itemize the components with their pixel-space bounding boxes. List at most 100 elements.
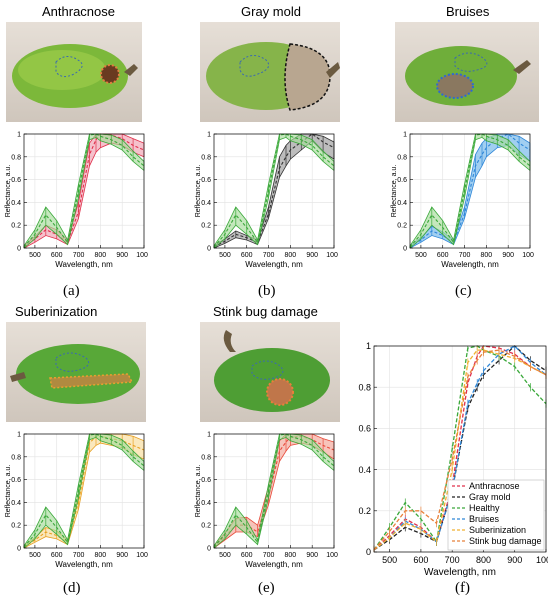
band-lower-line (213, 436, 335, 549)
y-tick-label: 0.2 (11, 523, 21, 530)
x-axis-label: Wavelength, nm (55, 260, 113, 269)
panel-title: Bruises (446, 4, 490, 19)
y-axis-label: Reflectance, a.u. (5, 165, 12, 218)
panel-label: (e) (258, 580, 275, 596)
y-tick-label: 0.6 (11, 177, 21, 184)
y-tick-label: 0.8 (397, 154, 407, 161)
x-tick-label: 600 (51, 552, 63, 559)
x-tick-label: 600 (413, 555, 428, 565)
x-tick-label: 700 (73, 552, 85, 559)
series-band-disease (24, 434, 144, 548)
y-tick-label: 0.4 (201, 500, 211, 507)
x-tick-label: 900 (306, 252, 318, 259)
y-tick-label: 0.8 (11, 154, 21, 161)
y-tick-label: 0.4 (397, 200, 407, 207)
fruit-photo-graphic (214, 330, 330, 412)
x-tick-label: 500 (29, 252, 41, 259)
fruit-photo (395, 22, 539, 122)
fruit-photo-graphic (12, 44, 138, 108)
x-axis-label: Wavelength, nm (245, 260, 303, 269)
y-tick-label: 0 (17, 545, 21, 552)
spectrum-chart-bruises: 0 0.2 0.4 0.6 0.8 1 500 600 700 800 900 1000 Wavelen… (391, 131, 534, 269)
y-tick-label: 0 (17, 245, 21, 252)
y-tick-label: 0.8 (201, 154, 211, 161)
x-tick-label: 900 (502, 252, 514, 259)
y-tick-label: 1 (207, 131, 211, 138)
y-tick-label: 0.6 (201, 177, 211, 184)
spectrum-chart-gray-mold: 0 0.2 0.4 0.6 0.8 1 500 600 700 800 900 1000 Wavelen… (195, 131, 338, 269)
x-tick-label: 700 (445, 555, 460, 565)
x-tick-label: 900 (116, 252, 128, 259)
y-tick-label: 0 (207, 545, 211, 552)
x-tick-label: 800 (95, 252, 107, 259)
y-tick-label: 0.4 (358, 465, 371, 475)
y-axis-label: Reflectance, a.u. (5, 465, 12, 518)
y-tick-label: 0 (366, 547, 371, 557)
x-tick-label: 700 (459, 252, 471, 259)
x-tick-label: 1000 (326, 252, 338, 259)
y-tick-label: 0.8 (11, 454, 21, 461)
y-tick-label: 0 (207, 245, 211, 252)
x-tick-label: 800 (476, 555, 491, 565)
plot-frame (409, 133, 531, 249)
y-tick-label: 0.8 (358, 382, 371, 392)
plot-frame (373, 345, 547, 553)
legend-label: Healthy (469, 503, 500, 513)
x-tick-label: 600 (437, 252, 449, 259)
y-tick-label: 0.6 (11, 477, 21, 484)
y-axis-label: Reflectance, a.u. (195, 465, 202, 518)
fruit-photo-graphic (206, 42, 340, 111)
y-tick-label: 0.6 (397, 177, 407, 184)
spectrum-chart-suberinization: 0 0.2 0.4 0.6 0.8 1 500 600 700 800 900 1000 Wavelen… (5, 431, 148, 569)
fruit-photo (6, 22, 142, 122)
x-tick-label: 1000 (136, 252, 148, 259)
y-tick-label: 0.2 (11, 223, 21, 230)
y-tick-label: 0 (403, 245, 407, 252)
x-tick-label: 800 (95, 552, 107, 559)
y-tick-label: 1 (17, 131, 21, 138)
legend-label: Gray mold (469, 492, 511, 502)
y-tick-label: 1 (403, 131, 407, 138)
plot-frame (213, 433, 335, 549)
y-tick-label: 0.6 (358, 424, 371, 434)
x-tick-label: 500 (382, 555, 397, 565)
x-tick-label: 600 (241, 552, 253, 559)
x-tick-label: 700 (73, 252, 85, 259)
x-tick-label: 900 (306, 552, 318, 559)
panel-title: Stink bug damage (213, 304, 318, 319)
panel-label: (c) (455, 283, 472, 299)
spectrum-chart-summary: 0 0.2 0.4 0.6 0.8 1 500 600 700 800 900 1000 Wavelen… (358, 341, 548, 578)
panel-label: (a) (63, 283, 80, 299)
legend-box (447, 479, 545, 551)
x-tick-label: 600 (241, 252, 253, 259)
x-tick-label: 800 (285, 252, 297, 259)
y-axis-label: Reflectance, a.u. (195, 165, 202, 218)
x-tick-label: 1000 (522, 252, 534, 259)
y-tick-label: 1 (17, 431, 21, 438)
y-tick-label: 0.2 (358, 506, 371, 516)
x-tick-label: 500 (29, 552, 41, 559)
series-band-healthy (214, 434, 334, 548)
fruit-photo (200, 22, 340, 122)
x-tick-label: 900 (507, 555, 522, 565)
legend-label: Stink bug damage (469, 536, 542, 546)
series-band-healthy (24, 434, 144, 548)
panel-label: (b) (258, 283, 276, 299)
y-axis-label: Reflectance, a.u. (391, 165, 398, 218)
spectrum-chart-anthracnose: 0 0.2 0.4 0.6 0.8 1 500 600 700 800 900 1000 Wavelen… (5, 131, 148, 269)
legend-label: Anthracnose (469, 481, 520, 491)
series-band-healthy (24, 134, 144, 248)
y-tick-label: 1 (207, 431, 211, 438)
fruit-photo-graphic (10, 344, 140, 404)
panel-title: Gray mold (241, 4, 301, 19)
x-tick-label: 500 (415, 252, 427, 259)
fruit-photo-graphic (405, 46, 531, 106)
x-tick-label: 700 (263, 252, 275, 259)
x-axis-label: Wavelength, nm (245, 560, 303, 569)
plot-frame (23, 133, 145, 249)
y-tick-label: 0.8 (201, 454, 211, 461)
plot-frame (23, 433, 145, 549)
legend-label: Suberinization (469, 525, 526, 535)
x-tick-label: 800 (285, 552, 297, 559)
y-tick-label: 0.4 (11, 500, 21, 507)
